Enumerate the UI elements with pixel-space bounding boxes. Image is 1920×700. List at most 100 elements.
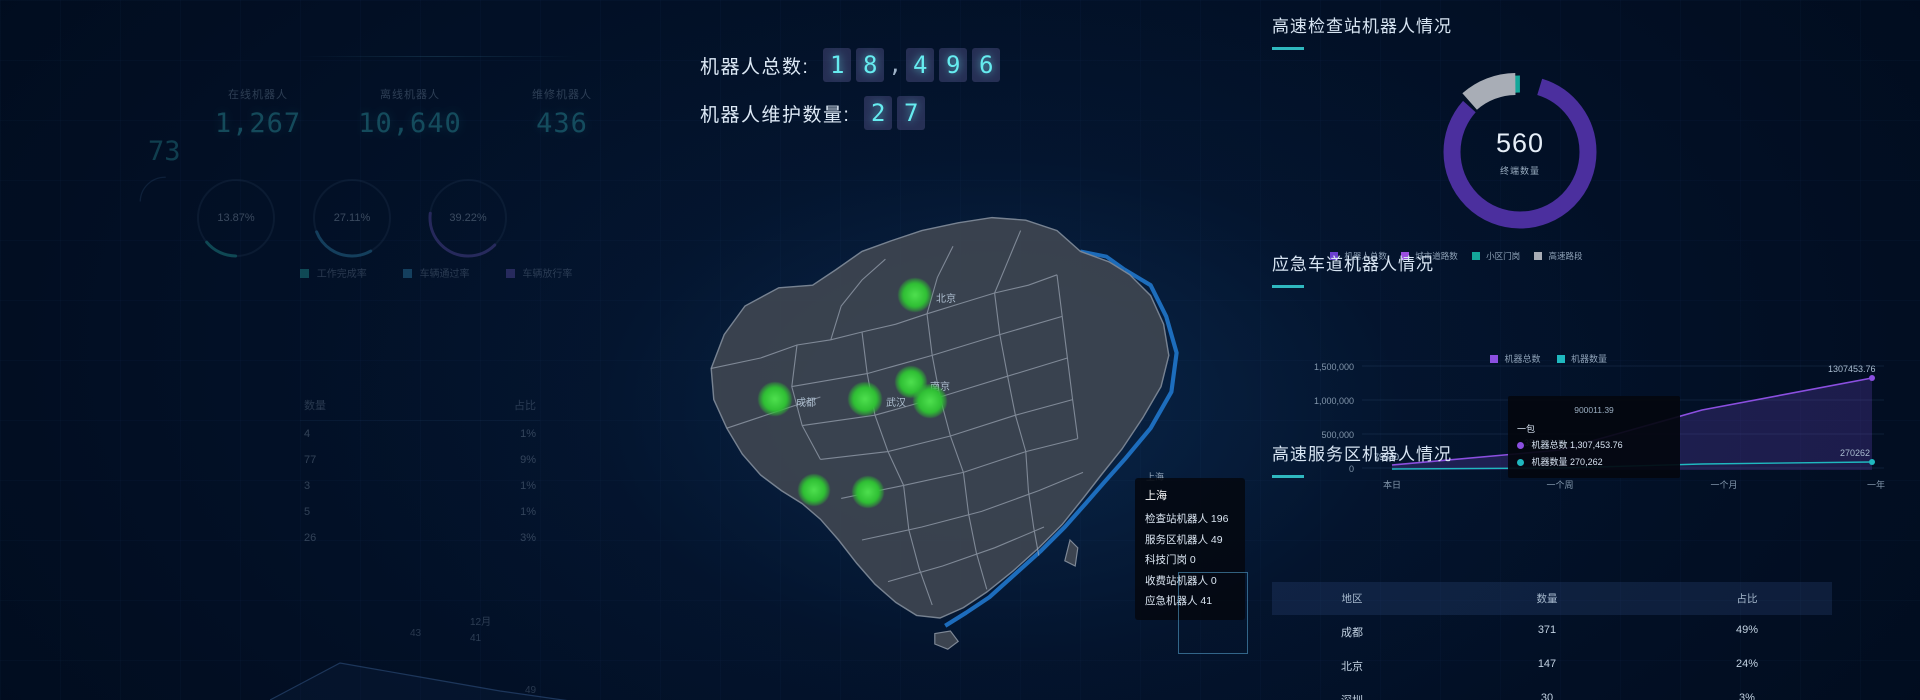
legend-label: 车辆放行率 — [522, 269, 573, 280]
map-tooltip-row: 服务区机器人 49 — [1145, 533, 1223, 546]
left-panel-area-chart — [269, 605, 570, 700]
left-panel: 73 在线机器人 1,267 离线机器人 10,640 维修机器人 436 — [0, 40, 640, 700]
legend-swatch-icon — [505, 269, 515, 278]
legend-label: 工作完成率 — [316, 269, 367, 280]
map-marker-label: 北京 — [936, 294, 956, 305]
x-tick-label: 一个周 — [1546, 480, 1573, 490]
tooltip-row-total: 机器总数 1,307,453.76 — [1517, 437, 1671, 454]
digit: 4 — [906, 48, 935, 82]
service-area-table: 地区 数量 占比 成都 371 49% 北京 147 24% 深圳 30 3% … — [1272, 582, 1832, 700]
tooltip-dot-icon — [1517, 459, 1524, 466]
donut-legend-item-highway[interactable]: 高速路段 — [1534, 250, 1583, 262]
counter-label: 机器人总数: — [700, 56, 810, 78]
section-service-area-robots: 高速服务区机器人情况 — [1272, 440, 1892, 478]
legend-swatch-icon — [1330, 252, 1338, 260]
legend-swatch-icon — [1490, 355, 1498, 363]
map-marker-shanghai[interactable] — [913, 384, 947, 418]
column-header-percent: 占比 — [1736, 593, 1758, 605]
table-header-row: 地区 数量 占比 — [1272, 582, 1832, 615]
map-marker-chengdu[interactable] — [758, 382, 792, 416]
tooltip-row-label: 机器总数 — [1531, 440, 1568, 451]
x-tick-label: 一个月 — [1710, 480, 1737, 490]
cell-region: 北京 — [1341, 661, 1363, 673]
map-tooltip-row: 科技门岗 0 — [1145, 554, 1196, 567]
tooltip-row-count: 机器数量 270,262 — [1517, 454, 1671, 471]
section-underline — [1272, 285, 1304, 288]
china-map[interactable]: 北京 成都 武汉 南京 — [600, 150, 1280, 670]
x-tick-label: 本日 — [1383, 479, 1401, 490]
cell-percent: 1% — [520, 506, 536, 518]
counter-label: 机器人维护数量: — [700, 104, 851, 126]
donut-chart[interactable]: 560 终端数量 — [1430, 62, 1610, 242]
counter-digits: 1 8 , 4 9 6 — [823, 48, 1001, 82]
cell-percent: 1% — [520, 428, 536, 440]
digit: 8 — [856, 48, 885, 82]
cell-count: 4 — [304, 428, 311, 440]
map-marker-beijing[interactable] — [898, 278, 932, 312]
x-tick-label: 一年 — [1867, 479, 1885, 490]
cell-count: 3 — [304, 480, 311, 492]
section-emergency-lane-robots: 应急车道机器人情况 — [1272, 250, 1892, 288]
gauge-completion-rate: 13.87% — [190, 172, 282, 264]
donut-legend-item-city-road[interactable]: 城市道路数 — [1400, 250, 1458, 262]
table-row[interactable]: 77 9% — [300, 447, 540, 473]
table-row[interactable]: 3 1% — [300, 473, 540, 499]
map-marker-shenzhen[interactable] — [798, 474, 830, 506]
donut-value: 560 — [1495, 127, 1545, 158]
kpi-value: 1,267 — [214, 108, 302, 139]
map-tooltip: 上海 检查站机器人 196 服务区机器人 49 科技门岗 0 收费站机器人 0 … — [1135, 478, 1245, 620]
kpi-edge-value: 73 — [148, 136, 181, 167]
cell-count: 26 — [304, 532, 317, 544]
digit: 2 — [864, 96, 893, 130]
tooltip-row-value: 1,307,453.76 — [1570, 440, 1623, 451]
area-point-label-right: 49 — [525, 685, 537, 696]
map-marker-wuhan[interactable] — [848, 382, 882, 416]
data-point-label: 79840 — [1374, 452, 1399, 462]
donut-legend-item-gate[interactable]: 小区门岗 — [1471, 250, 1520, 262]
gauge-percent: 39.22% — [449, 212, 487, 224]
donut-legend: 机器人总数 城市道路数 小区门岗 高速路段 — [1330, 250, 1583, 262]
legend-label: 机器人总数 — [1344, 251, 1387, 261]
column-header-percent: 占比 — [514, 400, 536, 412]
digit: 6 — [972, 48, 1001, 82]
gauge-pass-rate: 27.11% — [306, 172, 398, 264]
map-tooltip-row: 检查站机器人 196 — [1145, 513, 1229, 526]
digit-separator: , — [888, 52, 902, 78]
map-tooltip-title: 上海 — [1145, 490, 1167, 502]
table-row[interactable]: 成都 371 49% — [1272, 615, 1832, 649]
legend-swatch-icon — [402, 269, 412, 278]
tooltip-category: 一包 — [1517, 423, 1536, 434]
map-marker-xiamen[interactable] — [852, 476, 884, 508]
table-row[interactable]: 26 3% — [300, 525, 540, 551]
counter-total-robots: 机器人总数: 1 8 , 4 9 6 — [700, 48, 1100, 82]
kpi-row: 在线机器人 1,267 离线机器人 10,640 维修机器人 436 — [200, 86, 620, 139]
line-legend-item-count[interactable]: 机器数量 — [1556, 352, 1608, 365]
digit: 1 — [823, 48, 852, 82]
line-legend-item-total[interactable]: 机器总数 — [1490, 352, 1541, 365]
area-point-label-left: 43 — [410, 628, 422, 639]
legend-item-pass: 车辆通过率 — [402, 265, 470, 280]
section-checkpoint-robots: 高速检查站机器人情况 — [1272, 12, 1892, 50]
data-point-label: 1307453.76 — [1828, 364, 1876, 374]
legend-label: 机器数量 — [1571, 354, 1608, 364]
section-title: 高速检查站机器人情况 — [1272, 17, 1452, 36]
left-panel-divider — [298, 56, 578, 57]
table-row[interactable]: 4 1% — [300, 421, 540, 447]
kpi-label: 离线机器人 — [380, 89, 440, 101]
donut-center: 560 终端数量 — [1430, 62, 1610, 242]
donut-legend-item-total[interactable]: 机器人总数 — [1330, 250, 1387, 262]
kpi-maintenance-robots: 维修机器人 436 — [504, 86, 620, 139]
table-row[interactable]: 深圳 30 3% — [1272, 683, 1832, 700]
legend-label: 城市道路数 — [1415, 251, 1458, 261]
line-chart-legend: 机器总数 机器数量 — [1490, 352, 1607, 365]
column-header-count: 数量 — [304, 400, 326, 412]
tooltip-dot-icon — [1517, 442, 1524, 450]
table-row[interactable]: 北京 147 24% — [1272, 649, 1832, 683]
table-row[interactable]: 5 1% — [300, 499, 540, 525]
section-underline — [1272, 47, 1304, 50]
left-panel-table: 数量 占比 4 1% 77 9% 3 1% 5 1% 26 3% — [300, 390, 540, 551]
map-tooltip-ghost-title: 上海 — [1146, 472, 1165, 482]
cell-percent: 1% — [520, 480, 536, 492]
cell-percent: 3% — [520, 532, 536, 544]
counter-digits: 2 7 — [864, 96, 926, 130]
